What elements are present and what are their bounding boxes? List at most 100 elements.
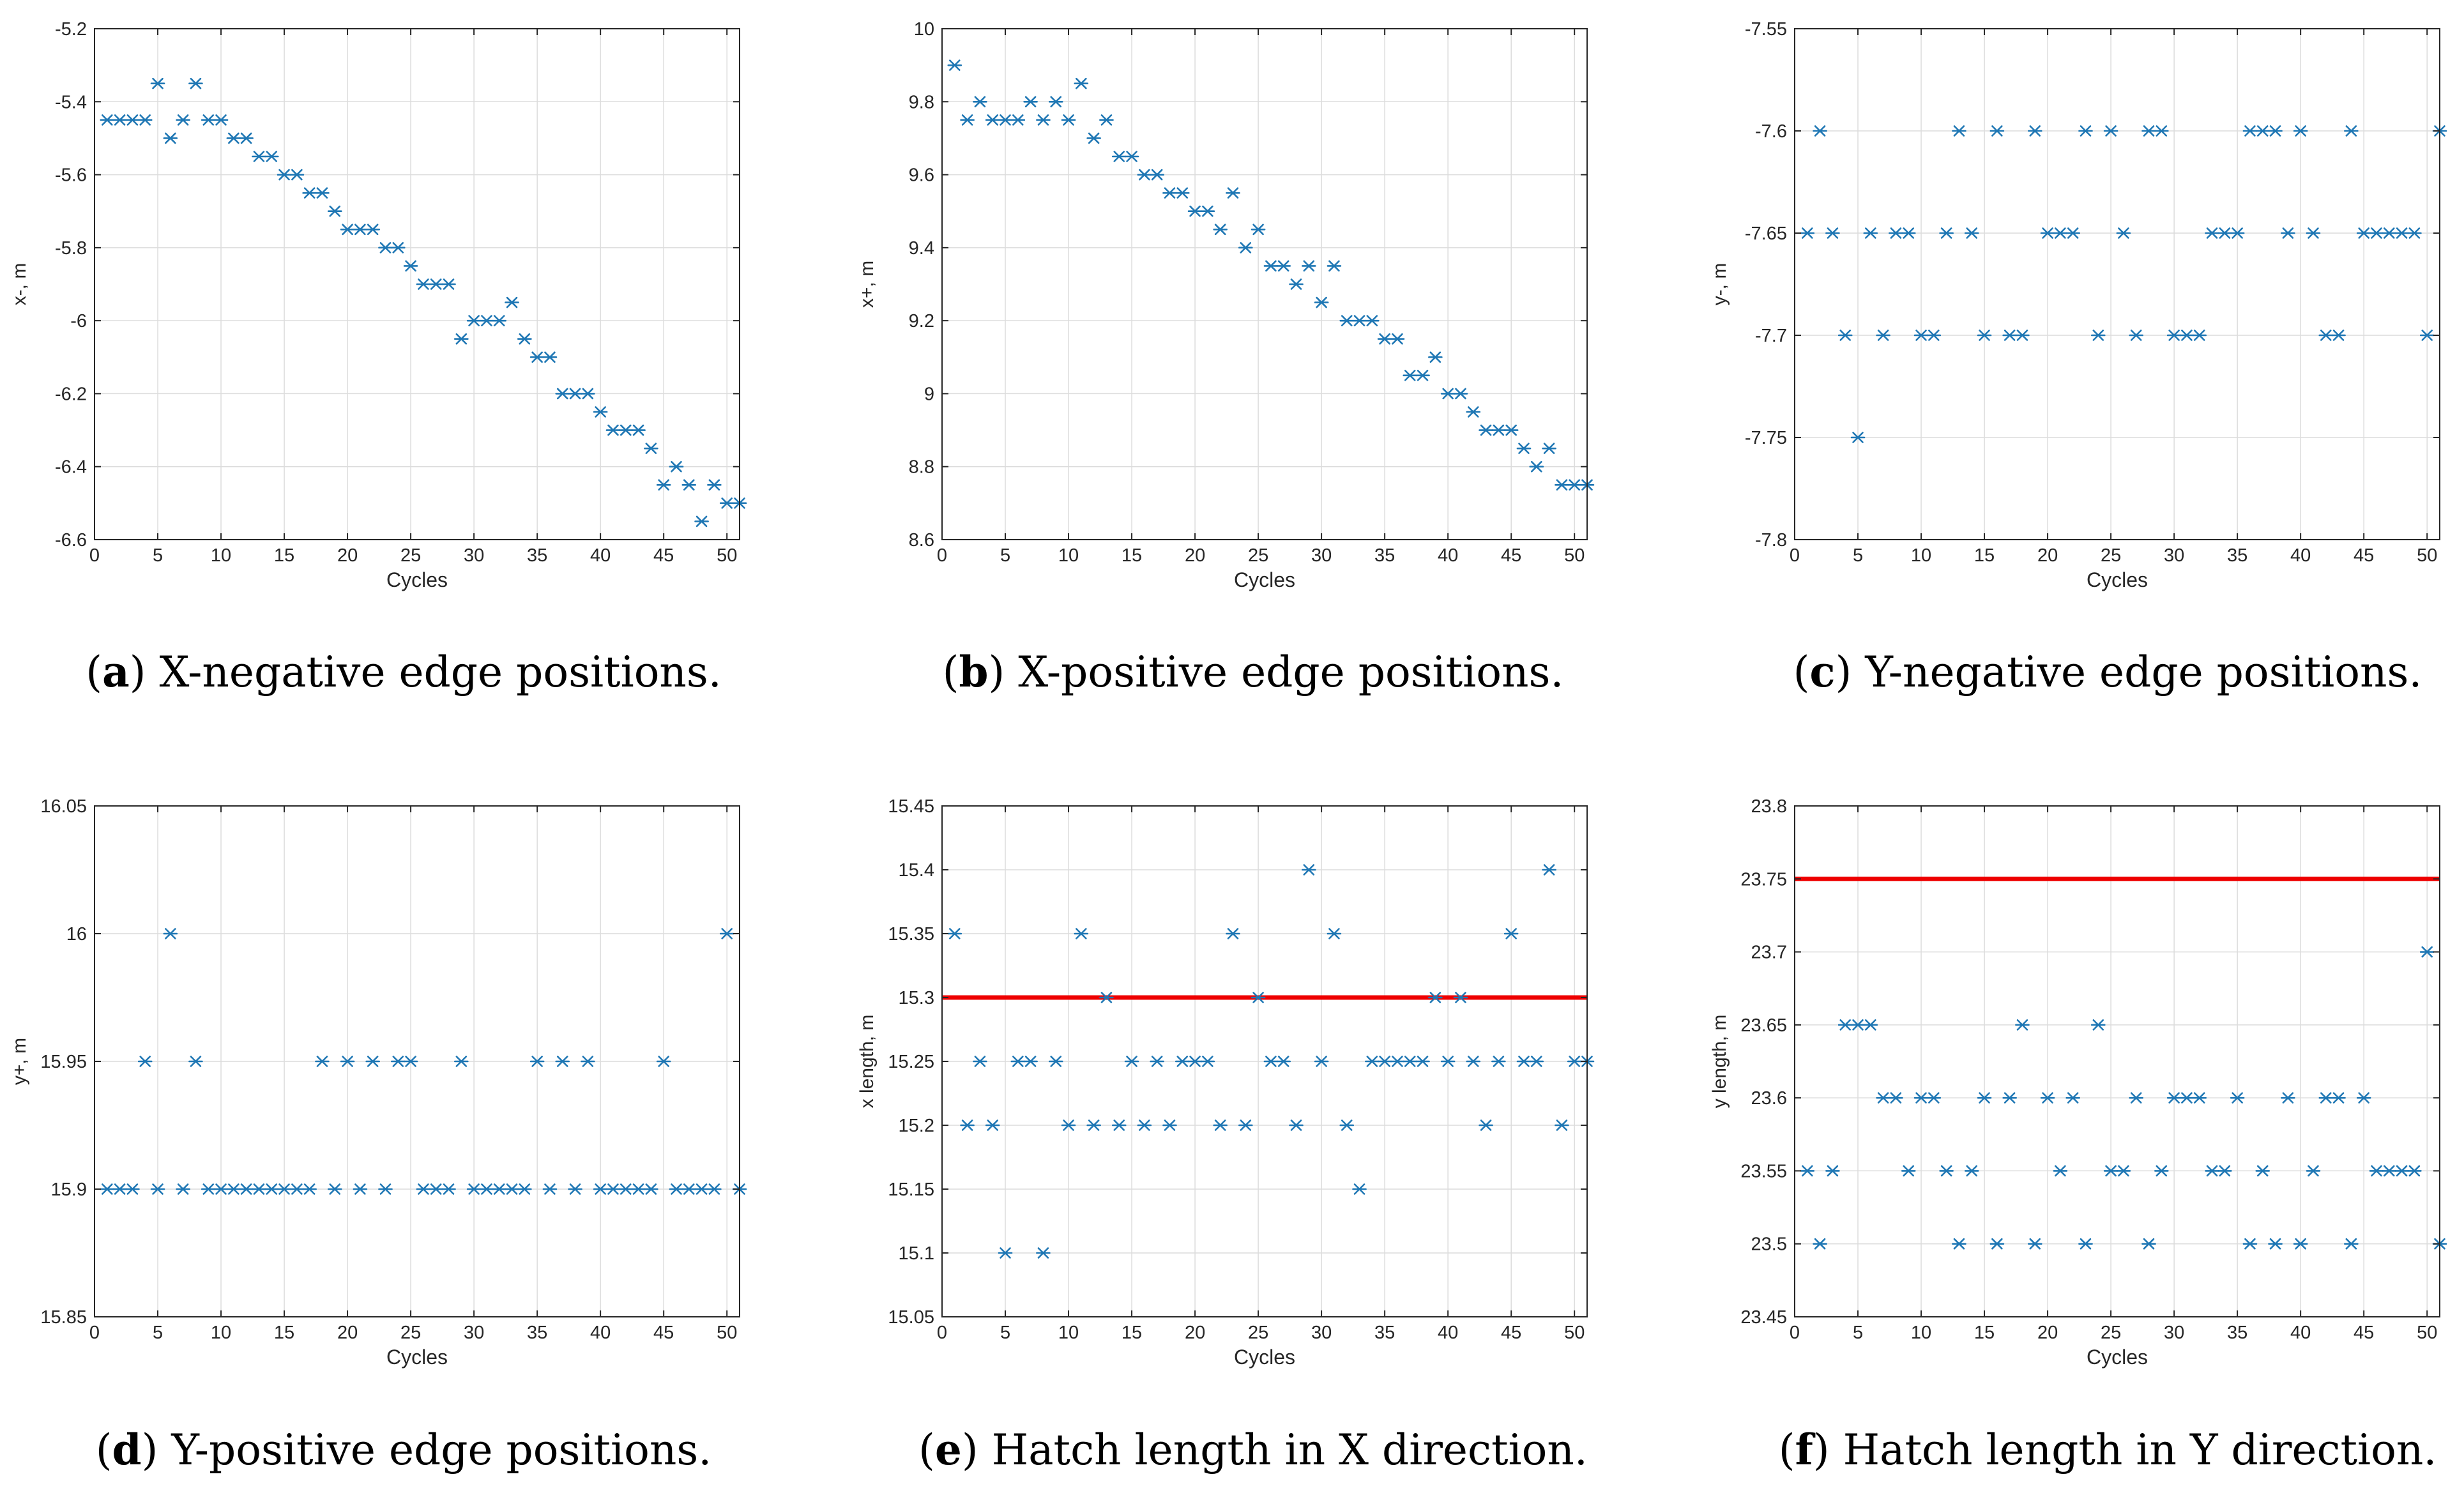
data-point [2306, 1165, 2321, 1177]
data-point [605, 1183, 621, 1195]
data-point [2394, 1165, 2409, 1177]
data-point [669, 460, 684, 473]
data-point [1466, 1056, 1481, 1067]
caption-letter: a [102, 647, 130, 697]
data-point [1837, 1019, 1853, 1031]
data-point [2230, 1092, 2245, 1104]
x-tick-label: 0 [89, 1323, 100, 1343]
data-point [1390, 333, 1405, 345]
data-point [1529, 460, 1544, 473]
data-point [2015, 1019, 2030, 1031]
x-tick-label: 40 [1438, 545, 1458, 566]
axes-box [941, 28, 1588, 540]
data-point [2419, 330, 2435, 341]
data-point [2356, 227, 2371, 239]
y-tick-label: -6.2 [55, 384, 87, 404]
caption-letter: d [112, 1425, 142, 1475]
x-tick-label: 40 [2290, 1323, 2311, 1343]
data-point [505, 296, 519, 308]
caption-open-paren: ( [86, 648, 102, 697]
y-tick-label: 15.1 [899, 1243, 934, 1264]
data-point [1365, 1056, 1380, 1067]
y-tick-label: -6.6 [55, 530, 87, 550]
y-tick-label: 15.95 [40, 1052, 87, 1072]
x-tick-label: 35 [1374, 545, 1395, 566]
data-point [505, 1183, 519, 1195]
data-point [2369, 1165, 2384, 1177]
data-point [479, 1183, 494, 1195]
axes-box [94, 28, 740, 540]
data-point [2040, 227, 2055, 239]
data-point [1479, 1119, 1493, 1131]
y-tick-label: 15.15 [888, 1180, 934, 1200]
data-point [2268, 1238, 2283, 1250]
data-point [378, 1183, 393, 1195]
x-tick-label: 15 [274, 1323, 294, 1343]
data-point [2369, 227, 2384, 239]
grid [95, 29, 740, 540]
data-point [1187, 1056, 1203, 1067]
data-point [1048, 96, 1063, 108]
data-point [466, 315, 482, 326]
data-point [2053, 1165, 2068, 1177]
y-tick-label: -5.4 [55, 92, 87, 112]
chart-panel-a: 0 5 10 15 20 25 30 35 40 45 50 -6.6 -6.4 -6.2 -6 -5.8 -5… [9, 19, 747, 697]
chart-panel-d: 0 5 10 15 20 25 30 35 40 45 50 15.85 15.9 15.95 16 16.0… [9, 796, 747, 1475]
x-tick-label: 50 [717, 1323, 737, 1343]
caption-text: ) Y-negative edge positions. [1836, 648, 2422, 697]
data-point [593, 1183, 608, 1195]
data-point [1889, 227, 1903, 239]
data-point [1048, 1056, 1063, 1067]
data-point [1825, 227, 1840, 239]
data-point [1529, 1056, 1544, 1067]
data-point [1010, 1056, 1026, 1067]
data-point [1289, 1119, 1304, 1131]
data-point [1800, 227, 1815, 239]
y-axis-label: y-, m [1709, 263, 1730, 306]
y-tick-label: -6 [70, 311, 87, 331]
data-point [1175, 187, 1190, 199]
data-point [441, 278, 456, 290]
data-point [315, 187, 330, 199]
x-axis-label: Cycles [386, 568, 448, 591]
data-point [2116, 227, 2131, 239]
data-point [517, 333, 532, 345]
x-tick-label: 45 [653, 1323, 674, 1343]
data-point [618, 424, 634, 436]
y-tick-label: -7.6 [1755, 121, 1787, 142]
x-tick-label: 10 [1058, 545, 1079, 566]
y-tick-label: 16 [66, 924, 87, 945]
data-point [2217, 1165, 2232, 1177]
data-point [1099, 114, 1114, 126]
caption-open-paren: ( [1793, 648, 1810, 697]
data-point [125, 1183, 140, 1195]
data-point [2205, 227, 2219, 239]
data-point [2242, 1238, 2258, 1250]
data-point [239, 132, 254, 144]
x-tick-label: 35 [1374, 1323, 1395, 1343]
data-point [492, 1183, 507, 1195]
data-point [2230, 227, 2245, 239]
data-point [656, 479, 671, 491]
data-point [2344, 1238, 2359, 1250]
data-point [390, 1056, 406, 1067]
data-point [1555, 1119, 1569, 1131]
data-point [2179, 330, 2194, 341]
x-tick-label: 45 [2354, 1323, 2374, 1343]
data-point [2015, 330, 2030, 341]
y-tick-label: -7.65 [1745, 224, 1787, 244]
data-point [1964, 227, 1979, 239]
data-point [2065, 227, 2080, 239]
caption-letter: c [1809, 647, 1835, 697]
data-point [137, 1056, 153, 1067]
x-axis-label: Cycles [386, 1346, 448, 1369]
data-point [163, 928, 178, 939]
data-point [454, 1056, 469, 1067]
caption-open-paren: ( [918, 1425, 935, 1475]
data-point [1111, 151, 1127, 162]
data-point [1352, 1183, 1367, 1195]
data-point [681, 1183, 697, 1195]
x-tick-label: 35 [2227, 1323, 2247, 1343]
x-tick-label: 15 [1122, 545, 1142, 566]
